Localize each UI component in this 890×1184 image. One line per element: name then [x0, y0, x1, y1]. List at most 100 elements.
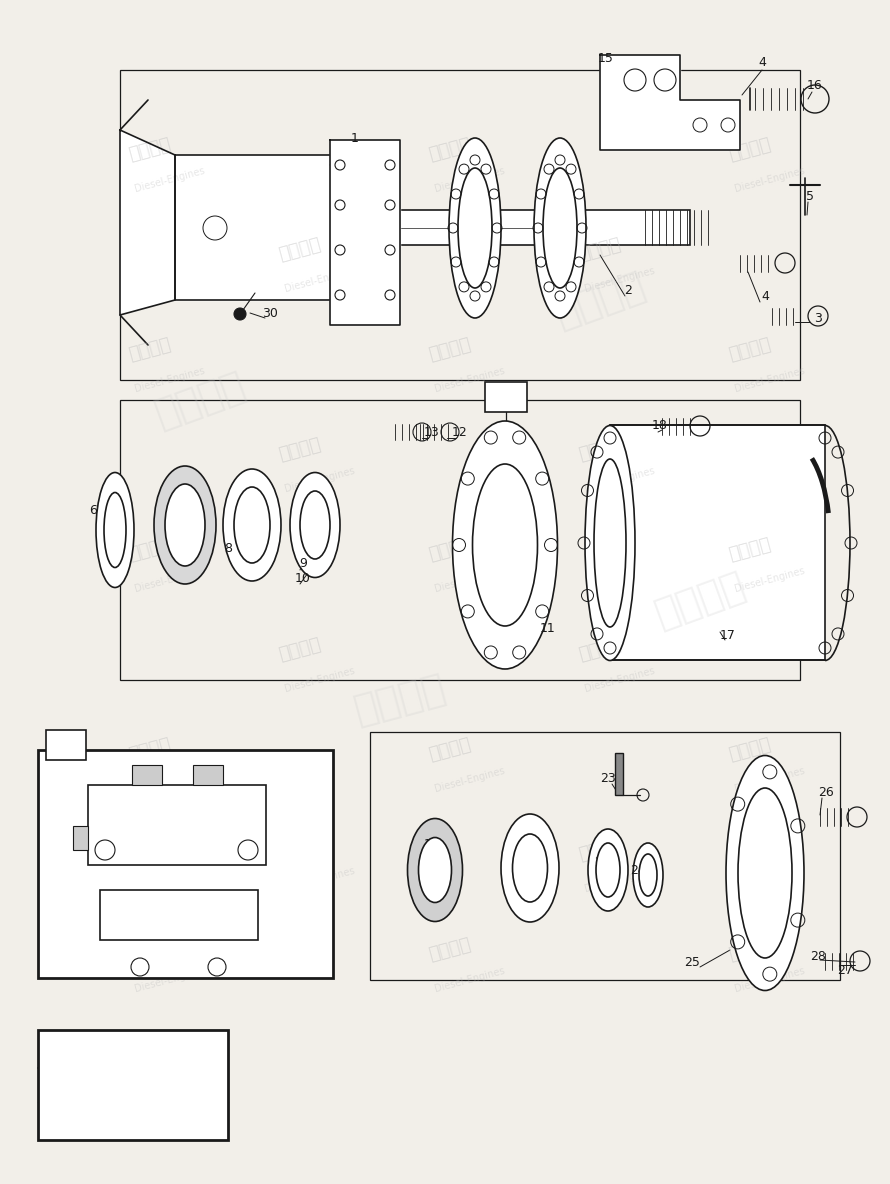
Text: 柴发动力: 柴发动力 [277, 436, 323, 464]
Circle shape [234, 308, 246, 320]
Text: 19: 19 [425, 838, 440, 851]
Text: 13: 13 [425, 425, 440, 438]
Text: VOLVO BM: VOLVO BM [97, 1043, 169, 1056]
Text: 26: 26 [818, 785, 834, 798]
Ellipse shape [596, 843, 620, 897]
Ellipse shape [300, 491, 330, 559]
Bar [370, 732, 840, 980]
Ellipse shape [96, 472, 134, 587]
Text: 29: 29 [220, 932, 236, 945]
Text: 柴发动力: 柴发动力 [427, 735, 473, 764]
Bar [46, 731, 86, 760]
Text: 22: 22 [595, 856, 610, 869]
Text: 27: 27 [837, 964, 853, 977]
Text: Diesel-Engines: Diesel-Engines [433, 566, 506, 594]
Bar [132, 765, 162, 785]
Text: 14: 14 [187, 804, 203, 817]
Ellipse shape [639, 854, 657, 896]
Text: Diesel-Engines: Diesel-Engines [733, 166, 806, 194]
Bar [610, 425, 825, 659]
Text: 柴发动力: 柴发动力 [577, 836, 623, 864]
Ellipse shape [501, 815, 559, 922]
Text: 3: 3 [814, 311, 822, 324]
Ellipse shape [588, 829, 628, 910]
Ellipse shape [104, 493, 126, 567]
Bar [400, 210, 555, 245]
Text: 1: 1 [351, 131, 359, 144]
Ellipse shape [452, 422, 557, 669]
Bar [193, 765, 223, 785]
Text: 柴发动力: 柴发动力 [549, 266, 651, 334]
Polygon shape [175, 155, 395, 300]
Ellipse shape [473, 464, 538, 626]
Ellipse shape [449, 139, 501, 318]
Polygon shape [330, 140, 400, 324]
Text: 9: 9 [299, 556, 307, 570]
Ellipse shape [513, 834, 547, 902]
Text: Diesel-Engines: Diesel-Engines [584, 265, 656, 294]
Text: 柴发动力: 柴发动力 [277, 236, 323, 264]
Ellipse shape [165, 484, 205, 566]
Text: Diesel-Engines: Diesel-Engines [284, 665, 356, 694]
Text: 柴发动力: 柴发动力 [277, 836, 323, 864]
Text: 15: 15 [598, 51, 614, 64]
Ellipse shape [594, 459, 626, 628]
Text: 4: 4 [134, 935, 142, 948]
Text: 柴发动力: 柴发动力 [350, 669, 450, 731]
Ellipse shape [458, 168, 492, 288]
Text: 17286: 17286 [99, 1075, 167, 1094]
Text: 柴发动力: 柴发动力 [577, 436, 623, 464]
Text: A: A [500, 390, 512, 405]
Bar [73, 826, 88, 850]
Text: Diesel-Engines: Diesel-Engines [733, 966, 806, 995]
Text: 柴发动力: 柴发动力 [577, 636, 623, 664]
Text: Diesel-Engines: Diesel-Engines [733, 766, 806, 794]
Text: 11: 11 [540, 622, 556, 635]
Text: 柴发动力: 柴发动力 [127, 336, 173, 365]
Ellipse shape [290, 472, 340, 578]
Polygon shape [600, 54, 740, 150]
Text: Diesel-Engines: Diesel-Engines [134, 766, 206, 794]
Text: Diesel-Engines: Diesel-Engines [733, 366, 806, 394]
Text: Diesel-Engines: Diesel-Engines [584, 465, 656, 494]
Text: Diesel-Engines: Diesel-Engines [284, 265, 356, 294]
Bar [38, 749, 333, 978]
Text: Diesel-Engines: Diesel-Engines [134, 966, 206, 995]
Text: 柴发动力: 柴发动力 [577, 236, 623, 264]
Text: 柴发动力: 柴发动力 [127, 735, 173, 764]
Ellipse shape [418, 837, 451, 902]
Text: Diesel-Engines: Diesel-Engines [433, 966, 506, 995]
Text: 4: 4 [758, 56, 766, 69]
Text: 18: 18 [652, 418, 668, 431]
Bar [560, 210, 690, 245]
Text: 12: 12 [452, 425, 468, 438]
Text: PARTS DIVISION: PARTS DIVISION [103, 1055, 163, 1064]
Text: 柴发动力: 柴发动力 [127, 535, 173, 565]
Text: Diesel-Engines: Diesel-Engines [433, 366, 506, 394]
Bar [120, 400, 800, 680]
Text: 17: 17 [720, 629, 736, 642]
Ellipse shape [543, 168, 577, 288]
Bar [88, 785, 266, 866]
Text: Diesel-Engines: Diesel-Engines [433, 166, 506, 194]
Text: 4: 4 [761, 290, 769, 302]
Text: 柴发动力: 柴发动力 [727, 935, 773, 964]
Ellipse shape [534, 139, 586, 318]
Text: 10: 10 [295, 572, 311, 585]
Ellipse shape [408, 818, 463, 921]
Bar [100, 890, 258, 940]
Text: 21: 21 [520, 851, 536, 864]
Ellipse shape [738, 789, 792, 958]
Text: Diesel-Engines: Diesel-Engines [134, 566, 206, 594]
Ellipse shape [154, 466, 216, 584]
Bar [485, 382, 527, 412]
Text: Diesel-Engines: Diesel-Engines [433, 766, 506, 794]
Text: Diesel-Engines: Diesel-Engines [284, 866, 356, 894]
Text: A: A [61, 738, 71, 752]
Text: 柴发动力: 柴发动力 [127, 935, 173, 964]
Text: 24: 24 [630, 863, 646, 876]
Ellipse shape [726, 755, 804, 991]
Text: 5: 5 [806, 189, 814, 202]
Text: 20: 20 [424, 854, 440, 867]
Bar [38, 1030, 228, 1140]
